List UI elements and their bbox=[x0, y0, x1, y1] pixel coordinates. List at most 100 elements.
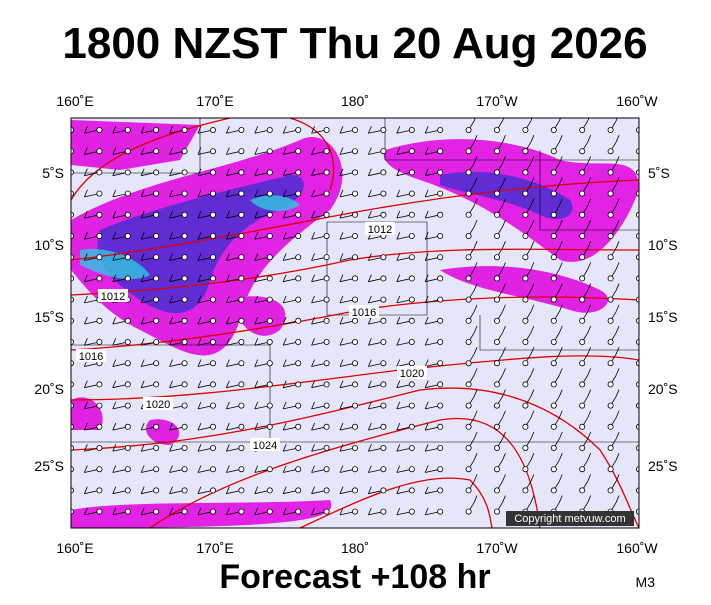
barb-staff bbox=[71, 193, 72, 195]
barb-station bbox=[181, 423, 188, 430]
barb-flag bbox=[396, 465, 401, 473]
barb-station bbox=[181, 317, 188, 324]
barb-flag bbox=[502, 118, 505, 122]
barb-station bbox=[295, 466, 302, 473]
barb-station bbox=[408, 275, 415, 282]
barb-station bbox=[295, 508, 302, 515]
barb-flag bbox=[396, 507, 401, 516]
barb-flag bbox=[112, 422, 117, 431]
barb-flag bbox=[169, 359, 173, 367]
barb-flag bbox=[587, 135, 592, 143]
barb-flag bbox=[473, 453, 478, 461]
barb-flag bbox=[367, 147, 372, 155]
barb-station bbox=[209, 402, 216, 409]
barb-station bbox=[124, 127, 131, 134]
barb-flag bbox=[558, 219, 563, 228]
barb-flag bbox=[339, 316, 344, 325]
barb-flag bbox=[367, 380, 372, 388]
barb-station bbox=[579, 254, 586, 261]
barb-station bbox=[209, 487, 216, 494]
barb-station bbox=[181, 381, 188, 388]
barb-station bbox=[579, 211, 586, 218]
barb-station bbox=[181, 190, 188, 197]
barb-station bbox=[266, 487, 273, 494]
barb-staff bbox=[71, 257, 72, 258]
barb-station bbox=[437, 254, 444, 261]
barb-station bbox=[550, 466, 557, 473]
barb-station bbox=[181, 402, 188, 409]
barb-flag bbox=[558, 304, 563, 312]
barb-flag bbox=[225, 465, 230, 473]
barb-station bbox=[295, 338, 302, 345]
barb-station bbox=[238, 317, 245, 324]
barb-flag bbox=[644, 262, 647, 269]
barb-flag bbox=[424, 338, 429, 346]
barb-station bbox=[96, 211, 103, 218]
barb-flag bbox=[197, 210, 202, 219]
barb-station bbox=[408, 190, 415, 197]
barb-flag bbox=[424, 274, 429, 282]
barb-flag bbox=[502, 453, 506, 461]
barb-station bbox=[437, 275, 444, 282]
barb-station bbox=[607, 423, 614, 430]
barb-station bbox=[266, 360, 273, 367]
barb-station bbox=[607, 466, 614, 473]
barb-flag bbox=[587, 283, 592, 291]
barb-flag bbox=[587, 177, 592, 185]
barb-staff bbox=[71, 278, 72, 279]
barb-station bbox=[153, 296, 160, 303]
barb-station bbox=[153, 423, 160, 430]
barb-station bbox=[465, 232, 472, 239]
barb-flag bbox=[530, 453, 535, 461]
barb-station bbox=[550, 381, 557, 388]
barb-flag bbox=[615, 156, 620, 164]
barb-station bbox=[380, 402, 387, 409]
barb-flag bbox=[112, 465, 117, 473]
barb-station bbox=[465, 148, 472, 155]
barb-flag bbox=[83, 295, 88, 304]
barb-flag bbox=[644, 432, 647, 439]
barb-station bbox=[437, 466, 444, 473]
barb-flag bbox=[169, 380, 173, 388]
barb-flag bbox=[225, 401, 230, 410]
barb-station bbox=[124, 211, 131, 218]
barb-station bbox=[636, 211, 639, 218]
barb-station bbox=[323, 338, 330, 345]
barb-flag bbox=[311, 401, 315, 410]
barb-station bbox=[522, 381, 529, 388]
wind-barbs bbox=[71, 118, 647, 516]
barb-station bbox=[153, 148, 160, 155]
barb-flag bbox=[140, 147, 145, 155]
barb-flag bbox=[587, 241, 592, 249]
barb-staff bbox=[638, 192, 639, 194]
barb-station bbox=[493, 254, 500, 261]
barb-flag bbox=[282, 422, 287, 431]
barb-station bbox=[579, 127, 586, 134]
barb-staff bbox=[638, 447, 639, 448]
barb-flag bbox=[558, 495, 563, 503]
barb-flag bbox=[615, 347, 620, 355]
barb-station bbox=[380, 317, 387, 324]
barb-staff bbox=[638, 256, 639, 258]
barb-flag bbox=[367, 422, 372, 431]
barb-flag bbox=[473, 389, 478, 397]
barb-station bbox=[96, 444, 103, 451]
barb-station bbox=[522, 444, 529, 451]
barb-flag bbox=[424, 316, 429, 325]
barb-flag bbox=[254, 422, 259, 431]
barb-flag bbox=[502, 198, 506, 206]
barb-station bbox=[636, 317, 639, 324]
barb-flag bbox=[530, 283, 535, 291]
barb-station bbox=[323, 360, 330, 367]
barb-staff bbox=[71, 214, 72, 216]
barb-station bbox=[636, 487, 639, 494]
barb-station bbox=[153, 338, 160, 345]
barb-station bbox=[323, 317, 330, 324]
barb-station bbox=[238, 148, 245, 155]
barb-station bbox=[351, 444, 358, 451]
barb-flag bbox=[339, 274, 344, 282]
barb-station bbox=[266, 296, 273, 303]
barb-station bbox=[323, 296, 330, 303]
barb-flag bbox=[339, 126, 344, 134]
barb-station bbox=[266, 148, 273, 155]
